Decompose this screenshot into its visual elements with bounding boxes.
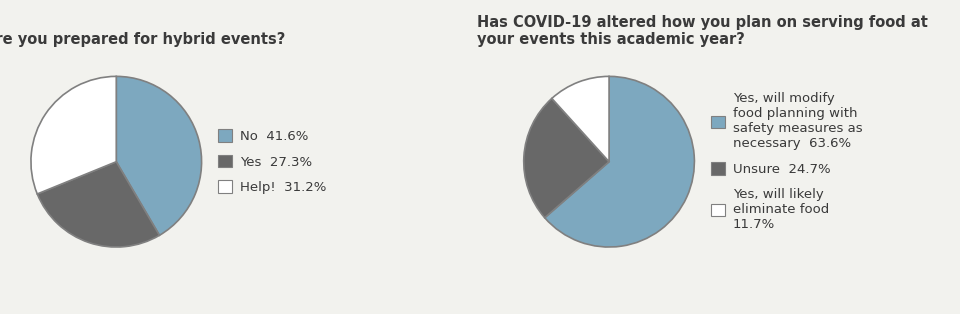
Wedge shape bbox=[37, 162, 159, 247]
Legend: Yes, will modify
food planning with
safety measures as
necessary  63.6%, Unsure : Yes, will modify food planning with safe… bbox=[710, 92, 863, 231]
Legend: No  41.6%, Yes  27.3%, Help!  31.2%: No 41.6%, Yes 27.3%, Help! 31.2% bbox=[218, 129, 326, 194]
Wedge shape bbox=[116, 76, 202, 235]
Wedge shape bbox=[544, 76, 694, 247]
Text: Are you prepared for hybrid events?: Are you prepared for hybrid events? bbox=[0, 32, 285, 47]
Wedge shape bbox=[552, 76, 609, 162]
Wedge shape bbox=[31, 76, 116, 194]
Wedge shape bbox=[524, 98, 609, 218]
Text: Has COVID-19 altered how you plan on serving food at
your events this academic y: Has COVID-19 altered how you plan on ser… bbox=[477, 14, 927, 47]
